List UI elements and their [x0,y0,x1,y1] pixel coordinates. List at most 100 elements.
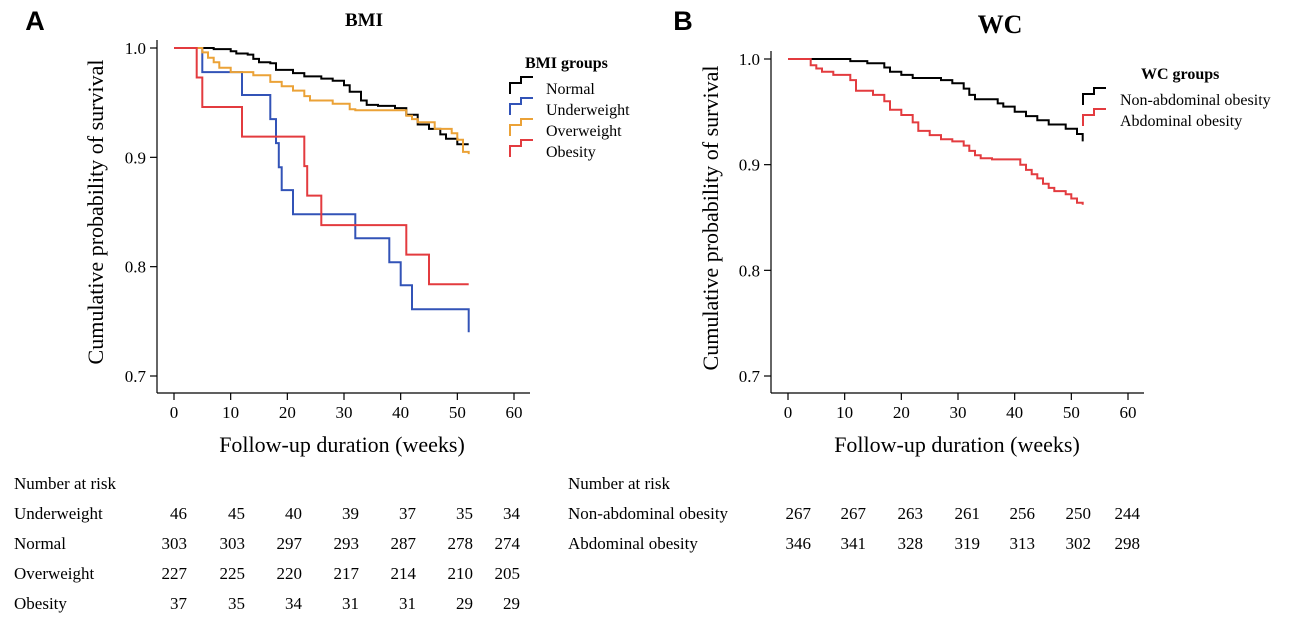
risk-value: 319 [954,534,981,553]
x-axis-label: Follow-up duration (weeks) [219,432,465,457]
x-tick-label: 50 [449,403,466,422]
risk-value: 346 [785,534,812,553]
x-tick-label: 40 [392,403,409,422]
km-curve-overweight [174,47,470,155]
panel-letter: B [673,6,693,36]
chart-title: WC [978,10,1023,39]
risk-value: 261 [954,504,981,523]
y-tick-label: 0.8 [739,261,760,280]
risk-value: 274 [494,534,521,553]
x-tick-label: 10 [836,403,853,422]
risk-value: 37 [399,504,416,523]
y-tick-label: 0.9 [739,156,760,175]
y-tick-label: 1.0 [125,39,146,58]
risk-value: 34 [503,504,520,523]
risk-value: 35 [228,594,245,613]
risk-row-label: Abdominal obesity [568,534,698,553]
y-tick-label: 1.0 [739,50,760,69]
x-tick-label: 30 [336,403,353,422]
legend-title: BMI groups [525,55,608,72]
legend-item-label: Overweight [546,123,622,140]
legend-title: WC groups [1141,66,1219,83]
risk-value: 244 [1114,504,1141,523]
y-axis-label: Cumulative probability of survival [698,66,723,371]
km-curve-normal [174,47,469,146]
x-tick-label: 0 [784,403,793,422]
risk-row-label: Underweight [14,504,103,523]
x-tick-label: 60 [1120,403,1137,422]
panel-letter: A [25,6,45,36]
risk-value: 29 [503,594,520,613]
risk-value: 39 [342,504,359,523]
legend-swatch [509,139,533,157]
risk-value: 267 [840,504,867,523]
risk-value: 303 [219,534,246,553]
risk-value: 328 [897,534,924,553]
legend: BMI groups Normal Underweight Overweight Obe… [509,55,630,161]
legend: WC groups Non-abdominal obesity Abdominal … [1082,66,1271,130]
chart-title: BMI [345,10,383,31]
legend-swatch [1082,108,1106,126]
risk-value: 302 [1065,534,1092,553]
risk-value: 217 [333,564,360,583]
km-curve-abdominal-obesity [788,58,1084,205]
x-tick-label: 40 [1006,403,1023,422]
y-tick-label: 0.8 [125,258,146,277]
risk-value: 267 [785,504,812,523]
legend-item-label: Underweight [546,102,630,119]
km-panel-a: A BMI 0.7 0.8 0.9 1.0 0 10 20 30 40 50 60 Follow-up d… [25,6,630,457]
risk-value: 205 [494,564,521,583]
risk-value: 45 [228,504,245,523]
legend-item-label: Abdominal obesity [1120,113,1242,130]
risk-value: 37 [170,594,187,613]
risk-value: 250 [1065,504,1092,523]
risk-value: 297 [276,534,303,553]
risk-value: 225 [219,564,246,583]
legend-item-label: Non-abdominal obesity [1120,92,1271,109]
legend-swatch [1082,87,1106,105]
risk-value: 263 [897,504,924,523]
risk-value: 293 [333,534,360,553]
risk-value: 341 [840,534,867,553]
risk-value: 214 [390,564,417,583]
km-curve-obesity [174,47,469,286]
y-tick-label: 0.7 [739,367,761,386]
risk-row-label: Non-abdominal obesity [568,504,729,523]
risk-value: 29 [456,594,473,613]
risk-value: 31 [399,594,416,613]
km-panel-b: B WC 0.7 0.8 0.9 1.0 0 10 20 30 40 50 60 Follow-up du… [673,6,1270,457]
x-tick-label: 0 [170,403,179,422]
x-tick-label: 20 [893,403,910,422]
legend-item-label: Obesity [546,144,596,161]
y-axis-label: Cumulative probability of survival [83,60,108,365]
legend-item-label: Normal [546,81,595,98]
risk-value: 227 [161,564,188,583]
km-curve-non-abdominal-obesity [788,58,1084,142]
y-tick-label: 0.7 [125,367,147,386]
risk-value: 278 [447,534,474,553]
legend-swatch [509,97,533,115]
risk-value: 34 [285,594,302,613]
risk-row-label: Overweight [14,564,95,583]
risk-value: 256 [1009,504,1036,523]
risk-value: 298 [1114,534,1141,553]
x-tick-label: 50 [1063,403,1080,422]
x-axis-label: Follow-up duration (weeks) [834,432,1080,457]
x-tick-label: 60 [506,403,523,422]
risk-table-header: Number at risk [568,474,670,493]
risk-value: 303 [161,534,188,553]
risk-row-label: Obesity [14,594,67,613]
risk-value: 220 [276,564,303,583]
x-tick-label: 30 [950,403,967,422]
risk-value: 46 [170,504,187,523]
risk-table-header: Number at risk [14,474,116,493]
legend-swatch [509,76,533,94]
risk-value: 210 [447,564,474,583]
risk-value: 35 [456,504,473,523]
risk-value: 313 [1009,534,1036,553]
x-tick-label: 10 [222,403,239,422]
x-tick-label: 20 [279,403,296,422]
km-curve-underweight [174,47,470,333]
risk-row-label: Normal [14,534,66,553]
